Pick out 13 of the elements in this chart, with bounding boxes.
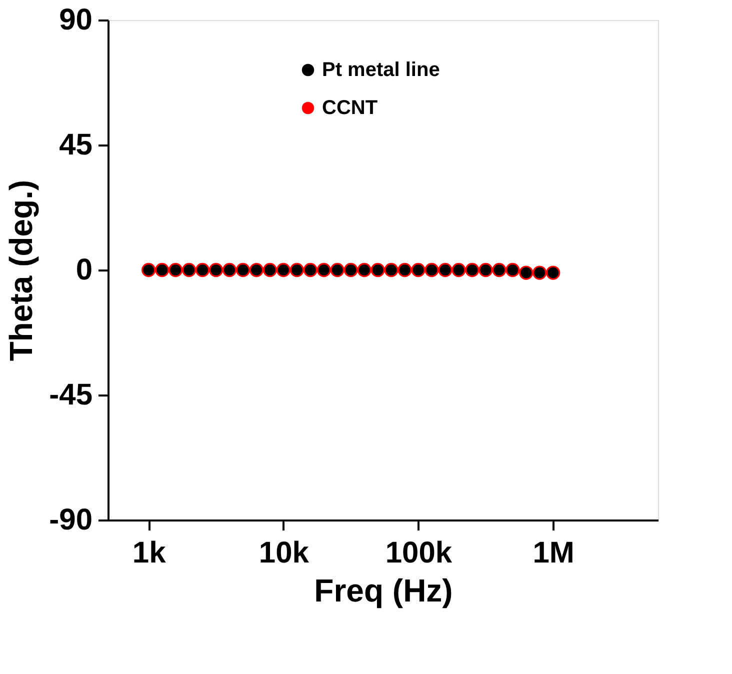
x-axis-title: Freq (Hz) [314, 572, 453, 608]
y-tick-label: -45 [49, 378, 92, 412]
x-tick-label: 1k [132, 536, 166, 570]
y-axis-title: Theta (deg.) [3, 180, 40, 362]
y-tick-label: -90 [49, 504, 92, 536]
y-tick-label: 0 [76, 254, 92, 286]
y-tick-label: 45 [59, 128, 92, 162]
x-tick-label: 100k [385, 536, 452, 570]
legend-label: CCNT [322, 97, 378, 119]
legend-label: Pt metal line [322, 59, 440, 81]
x-tick-label: 10k [258, 536, 310, 570]
y-tick-label: 90 [59, 4, 92, 36]
x-tick-label: 1M [532, 536, 574, 570]
